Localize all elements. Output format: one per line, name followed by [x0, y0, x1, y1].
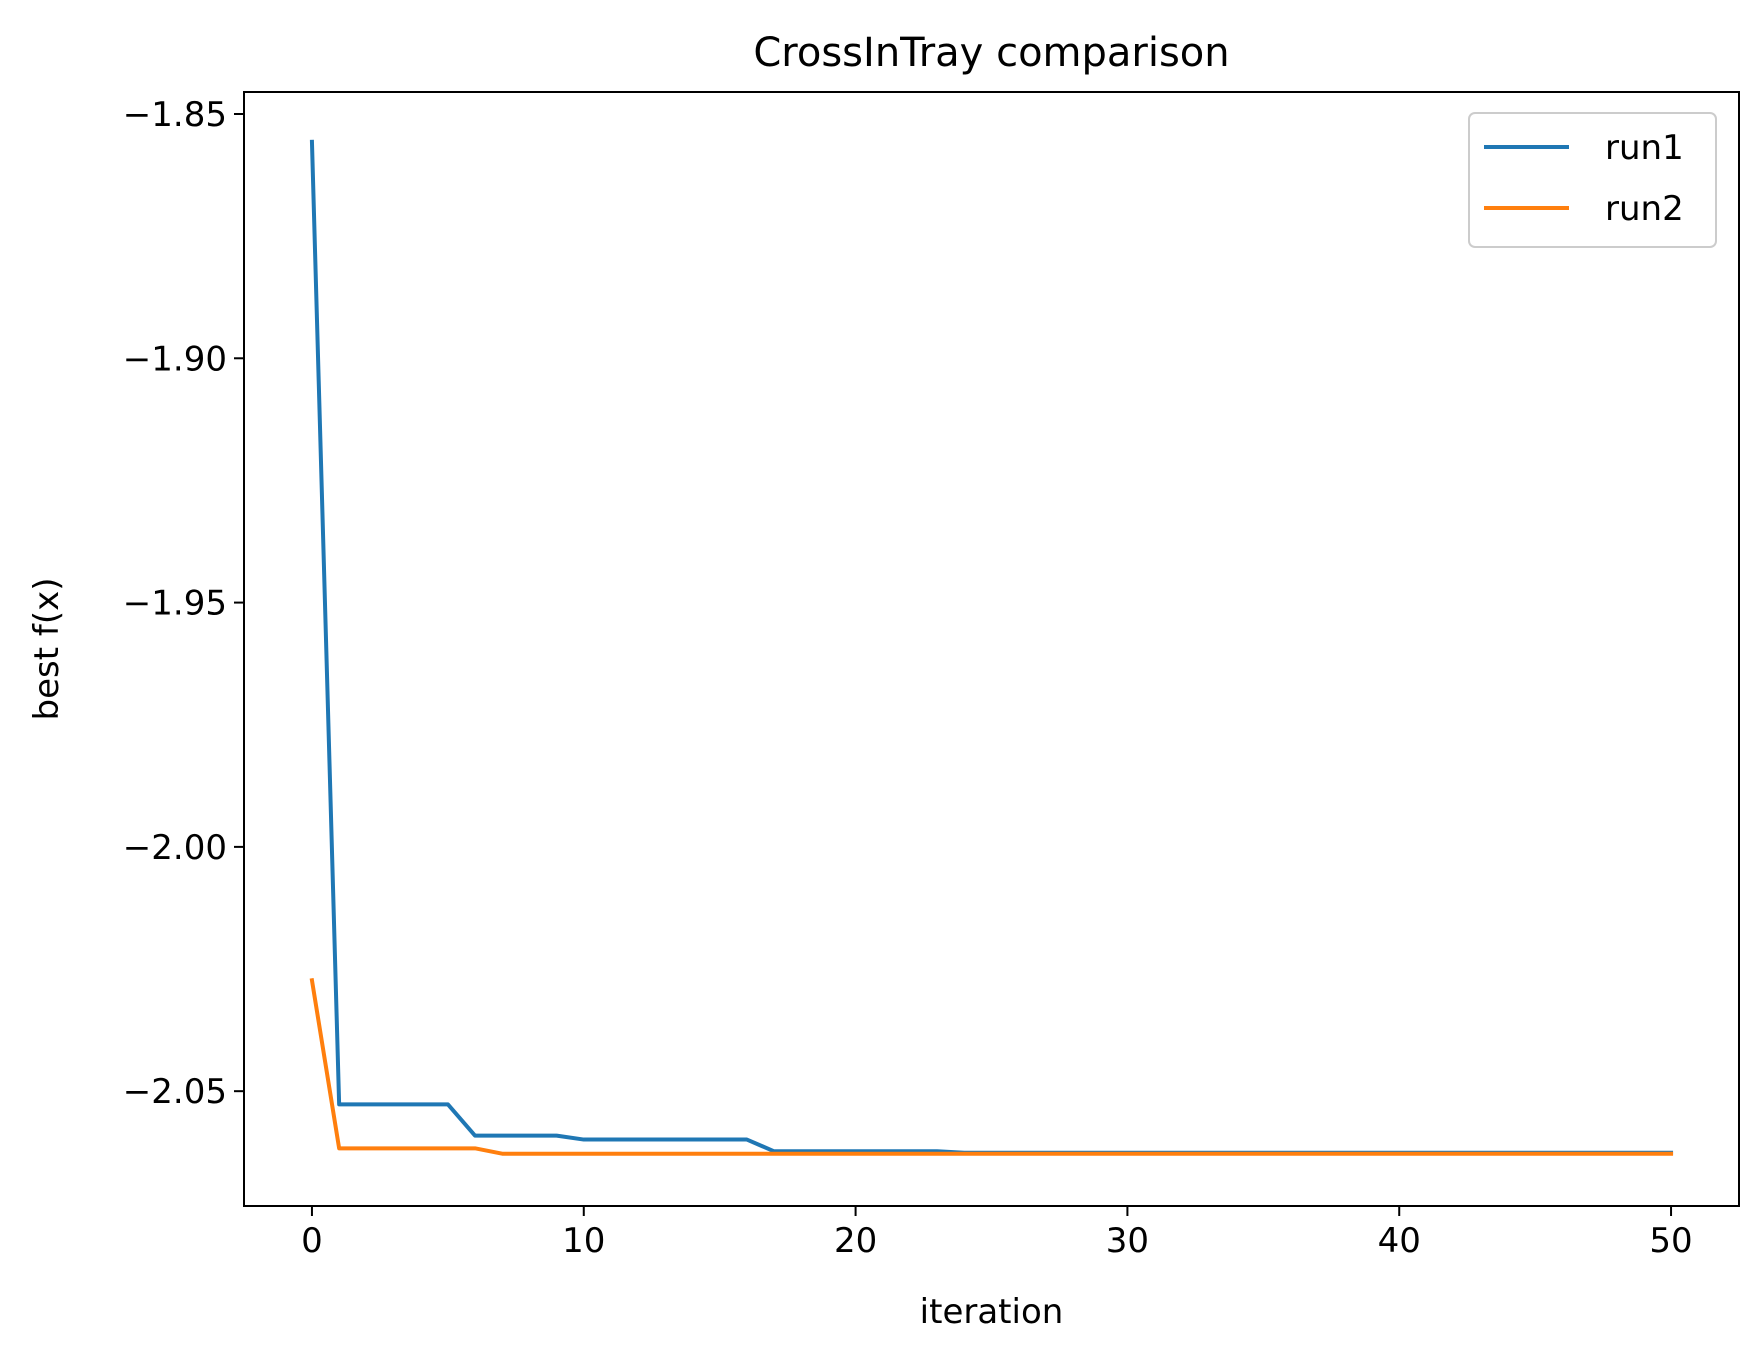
y-tick-label: −2.00	[123, 828, 227, 868]
legend: run1 run2	[1468, 112, 1717, 248]
y-tick-label: −1.85	[123, 95, 227, 135]
y-axis-label: best f(x)	[27, 578, 67, 721]
x-tick-label: 30	[1106, 1221, 1149, 1261]
plot-frame	[243, 91, 1740, 1207]
x-tick-label: 0	[301, 1221, 323, 1261]
x-tick-label: 20	[834, 1221, 877, 1261]
x-tick-label: 10	[562, 1221, 605, 1261]
legend-label-run2: run2	[1605, 189, 1684, 229]
x-tick-label: 40	[1378, 1221, 1421, 1261]
x-axis-label: iteration	[920, 1292, 1064, 1332]
series-line-run2	[309, 977, 1674, 1156]
legend-label-run1: run1	[1605, 128, 1684, 168]
chart-title: CrossInTray comparison	[753, 30, 1229, 76]
plot-area	[244, 92, 1739, 1206]
y-tick-label: −1.90	[123, 339, 227, 379]
series-layer	[309, 139, 1674, 1156]
tick-layer: 0 10 20 30 40 50 −1.85 −1.90 −1.95 −2.00 −2.05	[123, 95, 1693, 1261]
x-tick-label: 50	[1649, 1221, 1692, 1261]
y-tick-label: −1.95	[123, 584, 227, 624]
y-tick-label: −2.05	[123, 1072, 227, 1112]
